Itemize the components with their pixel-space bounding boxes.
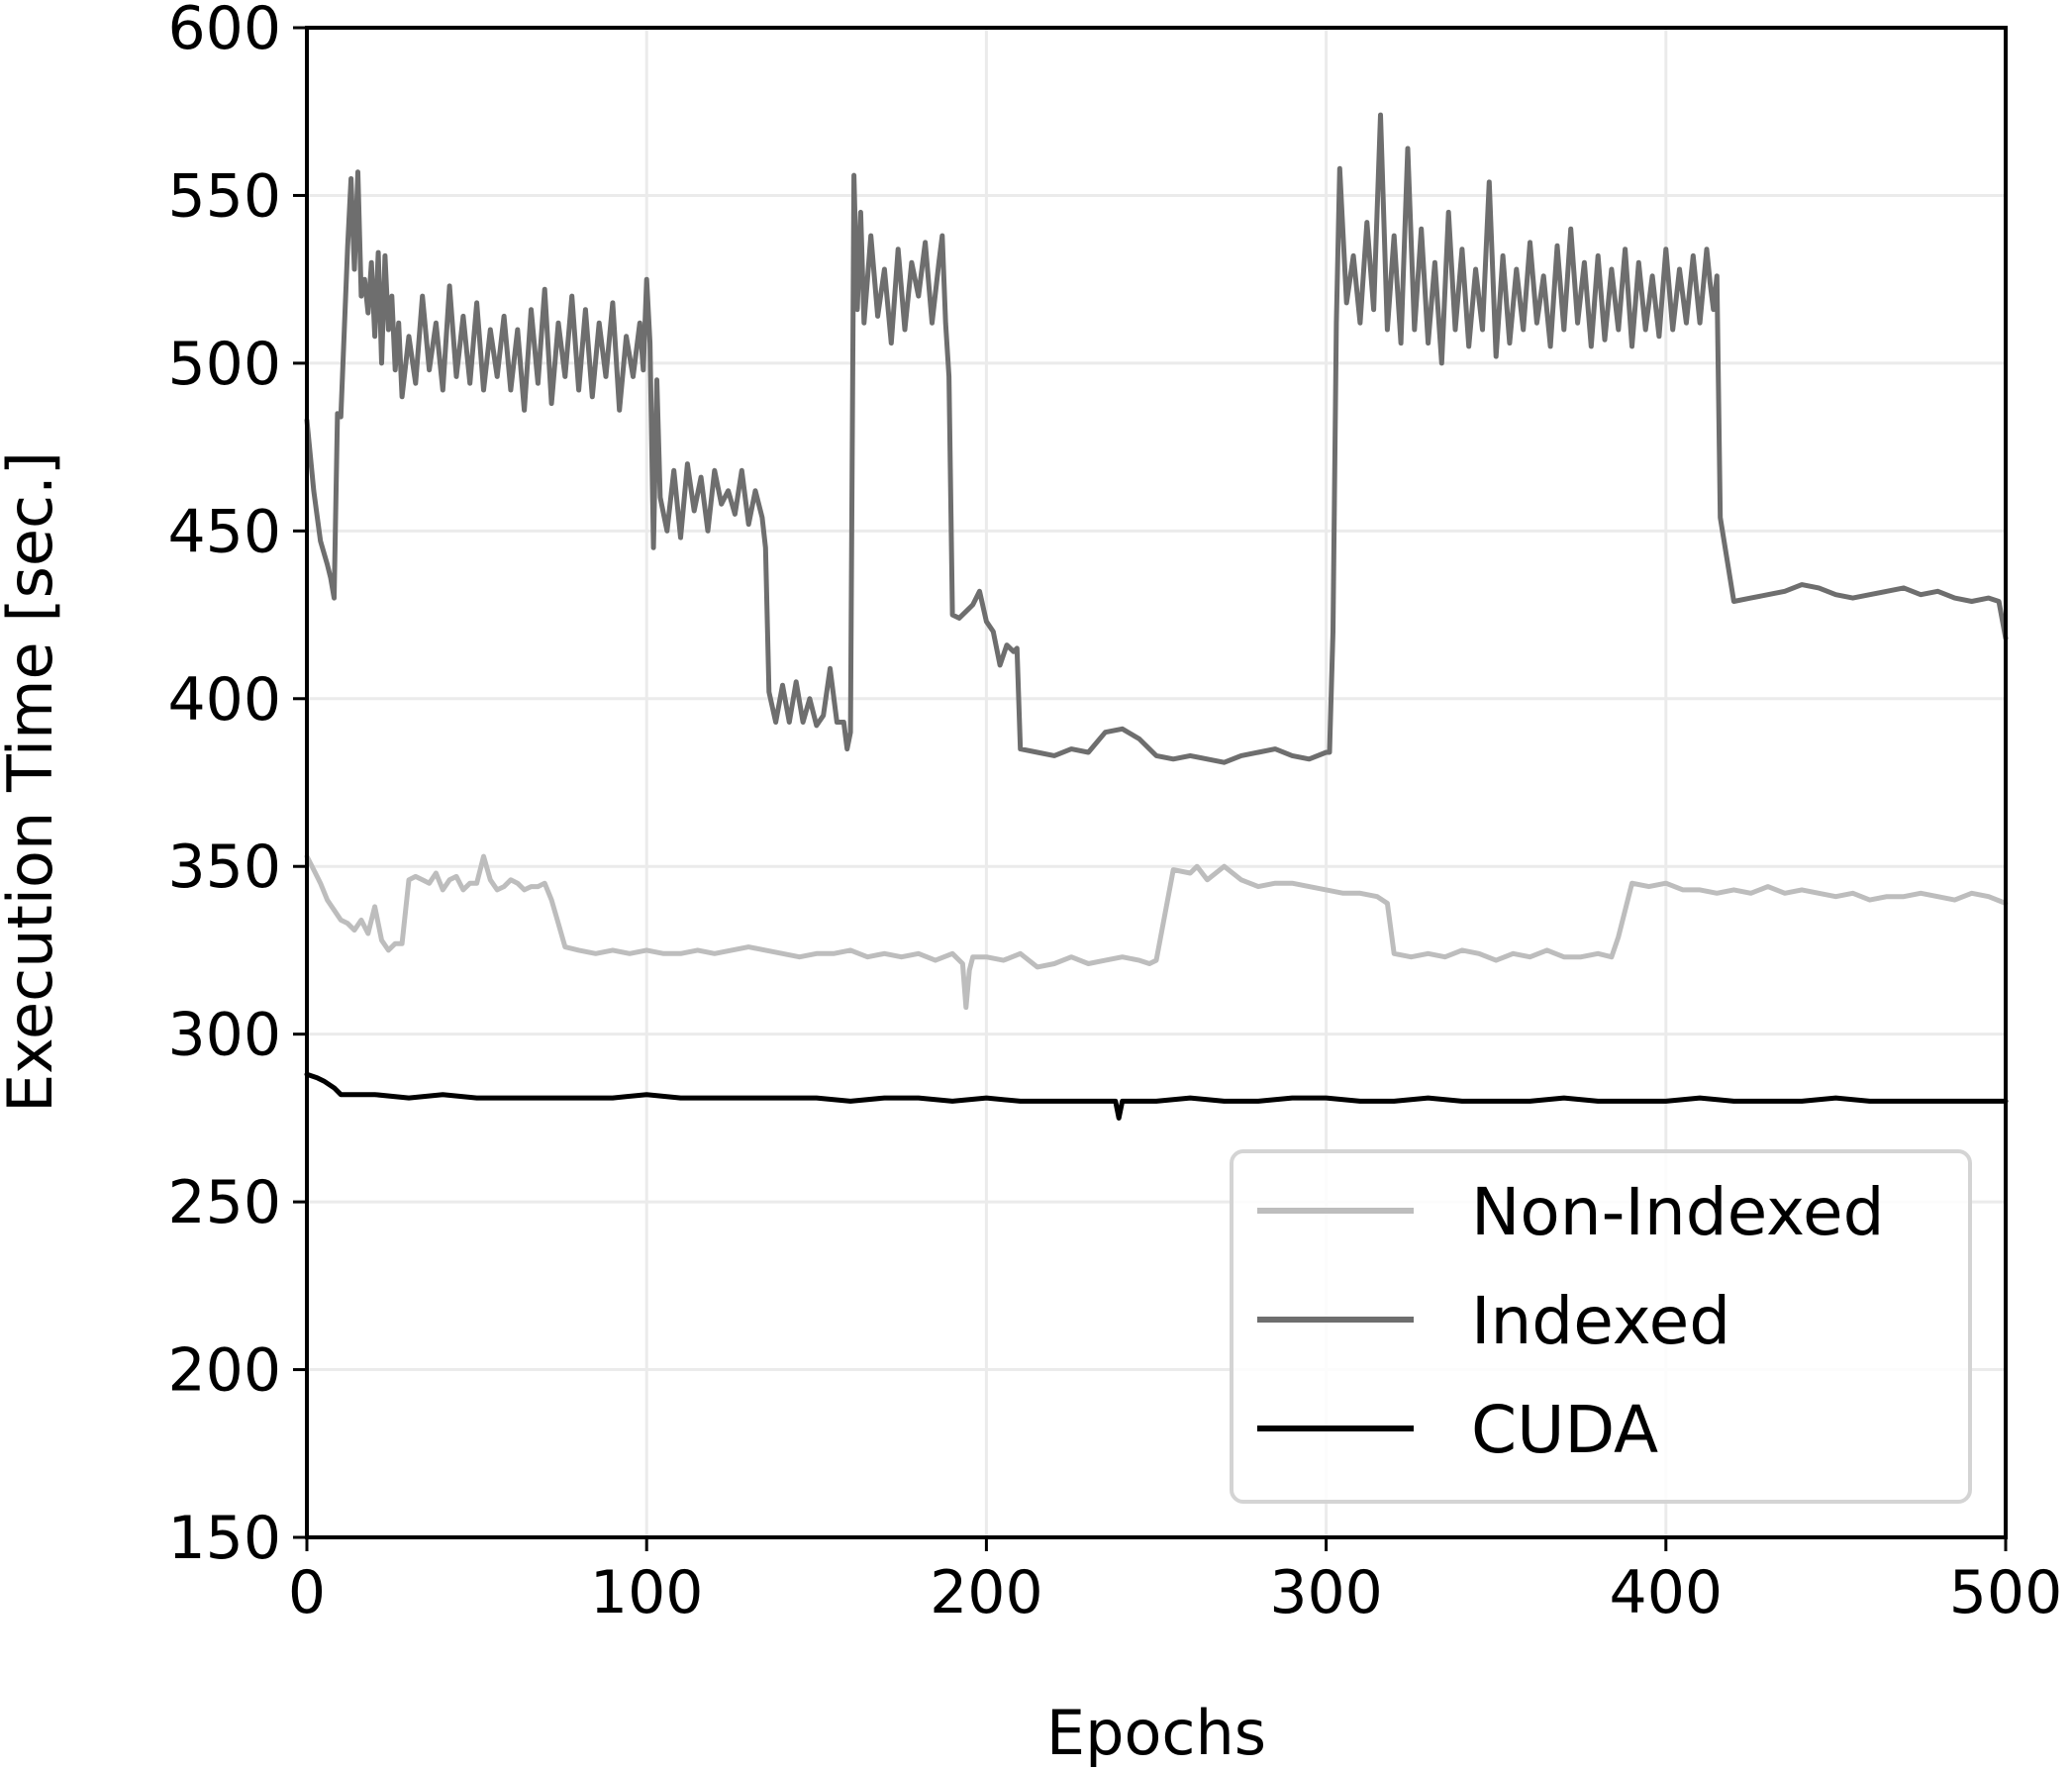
y-tick-label: 350 [167, 833, 281, 902]
x-tick-label: 300 [1269, 1558, 1383, 1627]
x-tick-label: 200 [930, 1558, 1043, 1627]
y-tick-label: 400 [167, 665, 281, 735]
y-tick-label: 550 [167, 161, 281, 231]
series-line-non-indexed [304, 853, 2009, 1011]
y-tick-label: 200 [167, 1336, 281, 1406]
y-tick-label: 500 [167, 330, 281, 399]
series-lines [304, 112, 2009, 1121]
x-axis-label: Epochs [1046, 1697, 1266, 1769]
x-tick-label: 400 [1610, 1558, 1724, 1627]
y-tick-label: 150 [167, 1504, 281, 1573]
y-tick-label: 250 [167, 1168, 281, 1237]
legend-label-non-indexed: Non-Indexed [1471, 1174, 1885, 1250]
legend-label-cuda: CUDA [1471, 1392, 1658, 1468]
x-tick-label: 0 [288, 1558, 326, 1627]
plot-frame [305, 26, 2008, 1539]
y-tick-label: 600 [167, 0, 281, 63]
legend-label-indexed: Indexed [1471, 1283, 1730, 1359]
series-line-indexed [304, 112, 2009, 765]
legend: Non-Indexed Indexed CUDA [1230, 1149, 1972, 1504]
axis-ticks: 0 100 200 300 400 500 150 200 250 300 350 400 450 500… [167, 0, 2062, 1627]
x-tick-label: 100 [590, 1558, 704, 1627]
y-tick-label: 450 [167, 497, 281, 566]
grid-lines [305, 26, 2008, 1539]
series-line-cuda [304, 1071, 2009, 1121]
y-axis-label: Execution Time [sec.] [0, 451, 66, 1113]
y-tick-label: 300 [167, 1001, 281, 1070]
x-tick-label: 500 [1949, 1558, 2063, 1627]
legend-box [1230, 1149, 1972, 1504]
